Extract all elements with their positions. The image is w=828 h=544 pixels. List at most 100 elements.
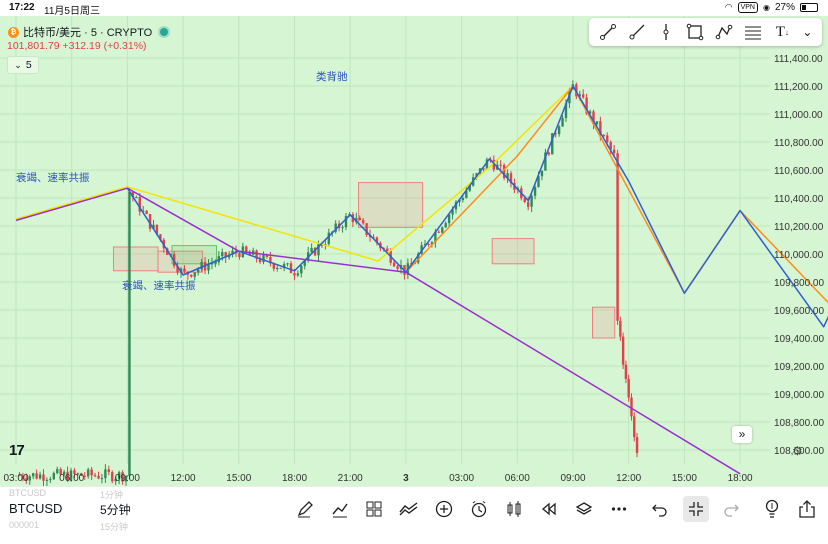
candle-body (506, 173, 509, 179)
candle-body (499, 164, 502, 166)
candle-body (138, 197, 141, 212)
time-tick-label: 12:00 (616, 473, 641, 484)
lightbulb-icon[interactable] (759, 496, 785, 522)
candle-body (262, 254, 265, 263)
candle-body (554, 133, 557, 135)
zone-boxes (112, 182, 616, 339)
ray-icon[interactable] (626, 21, 648, 43)
chart-canvas[interactable]: 111,400.00 111,200.00 111,000.00 110,800.00… (0, 16, 828, 486)
candle-body (66, 471, 69, 481)
interval-toggle[interactable]: ⌄ 5 (7, 56, 39, 74)
symbol-selector[interactable]: BTCUSD (9, 501, 63, 516)
symbol-title[interactable]: 比特币/美元 · 5 · CRYPTO (23, 27, 153, 39)
candle-body (365, 223, 368, 235)
price-tick-label: 108,800.00 (774, 418, 824, 429)
candle-body (155, 224, 159, 235)
candle-body (31, 473, 35, 477)
price-change: +312.19 (+0.31%) (62, 40, 147, 52)
interval-chip-label: 5 (25, 59, 32, 71)
candle-body (69, 470, 73, 481)
candle-body (25, 478, 28, 481)
vertical-line-icon[interactable] (655, 21, 677, 43)
candle-body (557, 126, 561, 135)
trend-line-icon[interactable] (597, 21, 619, 43)
candle-body (423, 243, 427, 246)
price-tick-label: 111,200.00 (774, 82, 823, 93)
ghost-interval-above: 1分钟 (100, 490, 124, 500)
time-axis[interactable]: 03:00 06:00 09:00 12:00 15:00 18:00 21:00 3 03:0… (3, 473, 753, 484)
candle-body (52, 473, 56, 480)
ghost-interval-below: 15分钟 (100, 522, 129, 532)
candle-body (451, 209, 454, 215)
text-icon[interactable]: T ↓ (775, 23, 789, 40)
more-icon[interactable] (606, 496, 632, 522)
candle-body (45, 479, 49, 481)
candle-body (183, 268, 186, 272)
candle-body (361, 220, 365, 224)
templates-icon[interactable] (396, 496, 422, 522)
candle-body (193, 272, 196, 277)
alert-icon[interactable] (466, 496, 492, 522)
redo-icon[interactable] (718, 496, 744, 522)
collapse-icon[interactable] (683, 496, 709, 522)
interval-selector[interactable]: 5分钟 (100, 503, 131, 517)
candle-body (355, 217, 358, 223)
candle-body (300, 265, 303, 274)
pen-icon[interactable] (292, 496, 318, 522)
price-scale-icon[interactable] (501, 496, 527, 522)
candle-body (540, 170, 544, 177)
candle-body (612, 149, 616, 154)
hlines-icon[interactable] (742, 21, 764, 43)
candle-body (59, 469, 62, 475)
undo-icon[interactable] (647, 496, 673, 522)
candle-body (427, 243, 430, 245)
candle-body (296, 273, 300, 276)
last-price: 101,801.79 (7, 40, 60, 52)
trend-line-series (15, 85, 574, 262)
candle-body (635, 437, 639, 453)
price-tick-label: 111,400.00 (774, 54, 823, 65)
price-tick-label: 109,000.00 (774, 390, 824, 401)
candle-body (42, 474, 45, 481)
candle-body (265, 254, 269, 257)
indicators-icon[interactable] (361, 496, 387, 522)
candle-body (159, 234, 162, 240)
chart-type-icon[interactable] (327, 496, 353, 522)
candle-body (289, 263, 293, 274)
time-tick-label: 18:00 (728, 473, 753, 484)
candle-body (196, 269, 200, 273)
trend-lines (15, 85, 828, 475)
expand-chevron-icon[interactable]: ⌄ (802, 25, 813, 39)
scroll-to-realtime-button[interactable]: » (732, 426, 752, 443)
replay-icon[interactable] (536, 496, 562, 522)
symbol-header[interactable]: ₿ 比特币/美元 · 5 · CRYPTO (8, 24, 169, 40)
candle-body (279, 267, 282, 269)
price-tick-label: 110,000.00 (774, 250, 824, 261)
candle-body (458, 199, 461, 203)
gear-icon[interactable]: ⚙ (792, 444, 803, 458)
rectangle-icon[interactable] (684, 21, 706, 43)
tradingview-logo[interactable]: 17 (9, 442, 25, 459)
candle-body (121, 472, 124, 482)
candle-body (90, 469, 93, 476)
candle-body (214, 262, 217, 264)
candle-body (619, 320, 622, 337)
add-icon[interactable] (431, 496, 457, 522)
candle-body (176, 265, 179, 273)
candle-body (276, 267, 279, 269)
chart-area[interactable]: 111,400.00 111,200.00 111,000.00 110,800.00… (0, 16, 828, 486)
share-icon[interactable] (794, 496, 820, 522)
time-tick-label: 03:00 (3, 473, 28, 484)
candle-body (124, 475, 128, 482)
price-axis[interactable]: 111,400.00 111,200.00 111,000.00 110,800.00… (774, 54, 824, 457)
bottom-toolbar: BTCUSD 1分钟 BTCUSD 5分钟 000001 15分钟 (0, 486, 828, 544)
path-icon[interactable] (713, 21, 735, 43)
candle-body (255, 250, 258, 259)
price-tick-label: 108,600.00 (774, 446, 824, 457)
candle-body (430, 242, 434, 245)
layers-icon[interactable] (571, 496, 597, 522)
candle-body (49, 479, 52, 481)
price-change-line: 101,801.79 +312.19 (+0.31%) (7, 40, 147, 52)
candle-body (564, 103, 568, 119)
candle-body (293, 273, 296, 276)
